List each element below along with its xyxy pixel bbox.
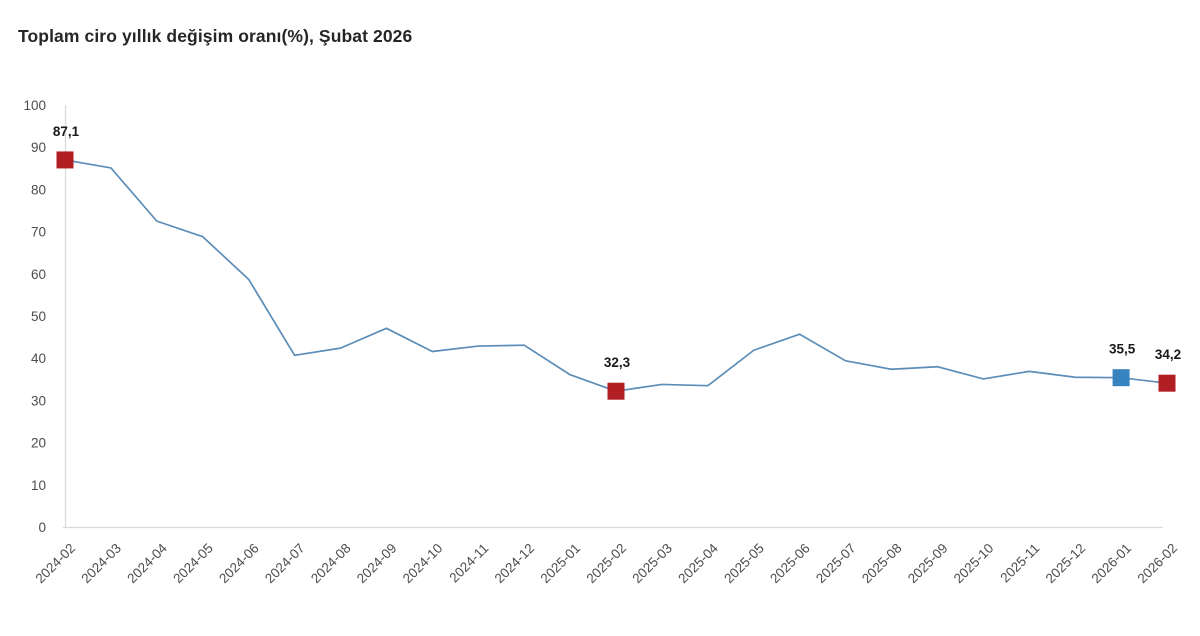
y-axis-tick-label: 90 [31, 140, 46, 155]
marker-2026-01 [1112, 369, 1130, 387]
x-axis-tick-label: 2025-12 [1043, 541, 1089, 587]
y-axis-tick-label: 40 [31, 351, 46, 366]
x-axis-tick-label: 2025-03 [629, 541, 675, 587]
x-axis-tick-label: 2024-07 [262, 541, 308, 587]
data-label-2024-02: 87,1 [53, 124, 80, 139]
data-label-2026-02: 34,2 [1155, 347, 1181, 362]
x-axis-tick-label: 2026-01 [1089, 541, 1135, 587]
y-axis-tick-label: 20 [31, 436, 46, 451]
x-axis-tick-label: 2024-10 [400, 541, 446, 587]
data-label-2025-02: 32,3 [604, 355, 631, 370]
y-axis-tick-label: 30 [31, 393, 46, 408]
y-axis-tick-label: 60 [31, 267, 46, 282]
x-axis-tick-label: 2025-08 [859, 541, 905, 587]
x-axis-tick-label: 2024-04 [124, 540, 170, 586]
x-axis-tick-label: 2024-05 [170, 541, 216, 587]
x-axis-tick-label: 2025-06 [767, 541, 813, 587]
x-axis-tick-label: 2024-11 [446, 541, 491, 586]
x-axis-tick-label: 2025-11 [997, 541, 1042, 586]
marker-2025-02 [607, 382, 625, 400]
marker-2026-02 [1158, 374, 1176, 392]
y-axis-tick-label: 70 [31, 225, 46, 240]
marker-2024-02 [56, 151, 74, 169]
x-axis-tick-label: 2024-12 [492, 541, 538, 587]
x-axis-tick-label: 2025-04 [675, 540, 721, 586]
x-axis-tick-label: 2025-09 [905, 541, 951, 587]
data-label-2026-01: 35,5 [1109, 342, 1136, 357]
y-axis-tick-label: 0 [38, 520, 46, 535]
x-axis-tick-label: 2025-02 [583, 541, 629, 587]
x-axis-tick-label: 2024-02 [32, 541, 78, 587]
x-axis-tick-label: 2024-06 [216, 541, 262, 587]
x-axis-tick-label: 2025-07 [813, 541, 859, 587]
x-axis-tick-label: 2024-09 [354, 541, 400, 587]
x-axis-tick-label: 2025-01 [538, 541, 584, 587]
y-axis-tick-label: 100 [23, 98, 46, 113]
x-axis-tick-label: 2026-02 [1134, 541, 1180, 587]
x-axis-tick-label: 2025-10 [951, 541, 997, 587]
y-axis-tick-label: 50 [31, 309, 46, 324]
y-axis-tick-label: 80 [31, 182, 46, 197]
x-axis-tick-label: 2024-03 [78, 541, 124, 587]
x-axis-tick-label: 2025-05 [721, 541, 767, 587]
y-axis-tick-label: 10 [31, 478, 46, 493]
chart-title: Toplam ciro yıllık değişim oranı(%), Şub… [18, 26, 413, 46]
x-axis-tick-label: 2024-08 [308, 541, 354, 587]
